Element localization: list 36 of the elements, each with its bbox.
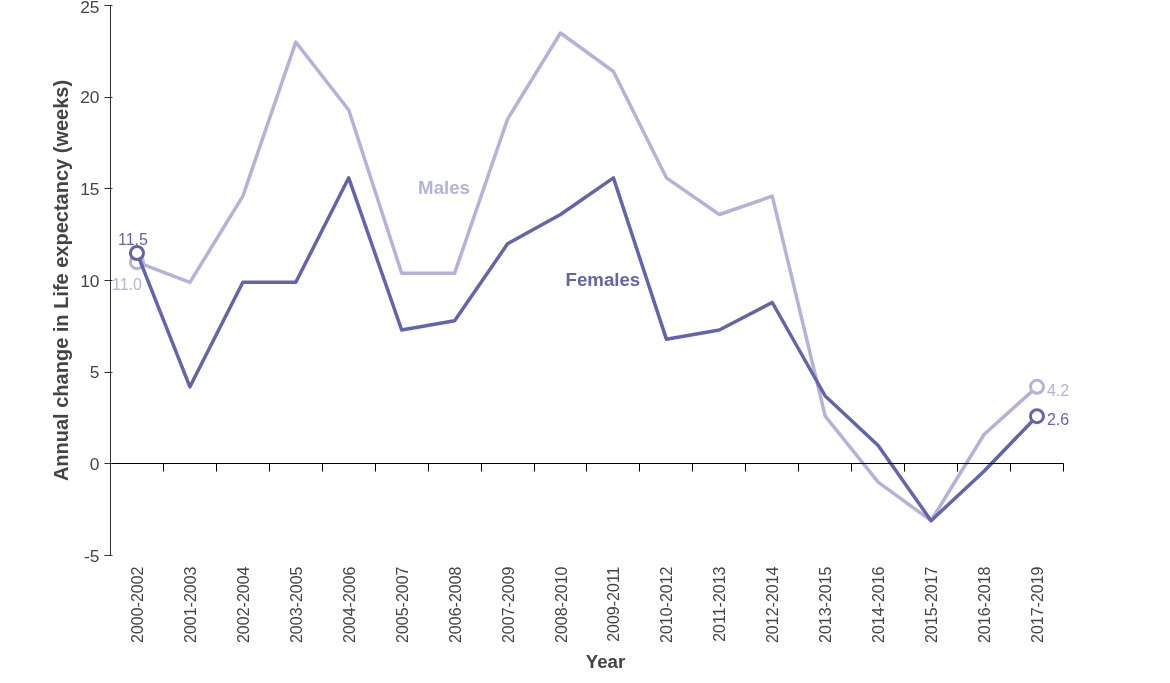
x-tick-label: 2003-2005 bbox=[287, 566, 305, 644]
x-tick-label: 2007-2009 bbox=[499, 566, 517, 644]
x-tick-label: 2013-2015 bbox=[817, 566, 835, 644]
data-label: 11.0 bbox=[111, 276, 143, 294]
x-tick-label: 2008-2010 bbox=[552, 566, 570, 644]
x-tick-label: 2009-2011 bbox=[605, 566, 623, 642]
x-tick-label: 2001-2003 bbox=[181, 566, 199, 644]
data-label: 11.5 bbox=[117, 231, 149, 248]
x-tick-label: 2004-2006 bbox=[340, 566, 358, 644]
series-label: Females bbox=[565, 268, 641, 290]
x-tick-label: 2010-2012 bbox=[658, 566, 676, 644]
x-tick-label: 2014-2016 bbox=[870, 566, 888, 644]
x-tick-label: 2012-2014 bbox=[764, 566, 782, 644]
series-label: Males bbox=[418, 177, 470, 198]
y-tick-label: 0 bbox=[89, 453, 100, 474]
data-label: 2.6 bbox=[1046, 411, 1070, 429]
x-axis-title: Year bbox=[585, 651, 626, 673]
y-tick-label: 15 bbox=[80, 178, 100, 199]
y-tick-label: 25 bbox=[80, 0, 100, 17]
x-tick-label: 2017-2019 bbox=[1028, 566, 1046, 644]
x-tick-label: 2006-2008 bbox=[446, 566, 464, 644]
y-tick-label: -5 bbox=[84, 545, 100, 566]
data-label: 4.2 bbox=[1046, 381, 1070, 399]
y-tick-label: 10 bbox=[80, 270, 100, 291]
x-tick-label: 2011-2013 bbox=[711, 566, 729, 642]
point bbox=[128, 245, 145, 261]
x-tick-label: 2016-2018 bbox=[976, 566, 994, 644]
y-axis-title: Annual change in Life expectancy (weeks) bbox=[50, 79, 73, 482]
point bbox=[1028, 408, 1045, 425]
x-tick-label: 2000-2002 bbox=[128, 566, 146, 644]
x-tick-label: 2015-2017 bbox=[923, 566, 941, 644]
point bbox=[1028, 378, 1045, 395]
x-tick-label: 2005-2007 bbox=[393, 566, 411, 644]
y-tick-label: 20 bbox=[80, 87, 100, 108]
y-tick-label: 5 bbox=[89, 362, 100, 383]
x-tick-label: 2002-2004 bbox=[234, 566, 252, 644]
